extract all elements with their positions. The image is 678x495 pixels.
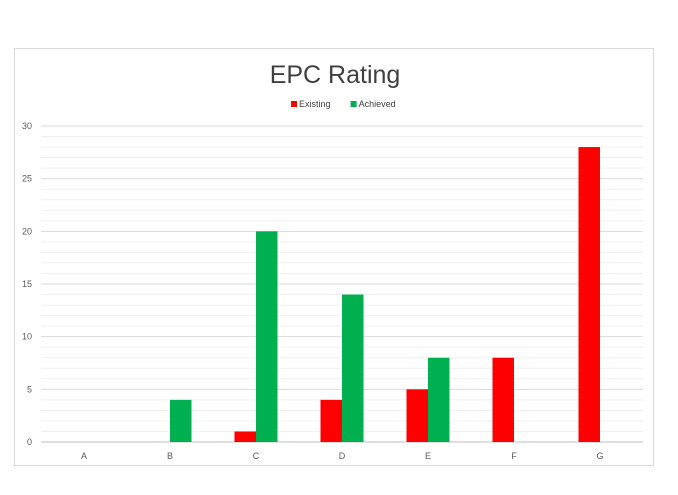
legend: Existing Achieved [291, 99, 396, 109]
y-tick-label: 30 [22, 121, 32, 131]
x-axis: A B C D E F G [81, 451, 604, 461]
x-tick-label: C [253, 451, 260, 461]
legend-swatch-achieved [350, 101, 357, 107]
x-tick-label: G [596, 451, 603, 461]
bar-existing-D [320, 399, 342, 442]
y-tick-label: 0 [27, 437, 32, 447]
bars [170, 147, 600, 443]
y-tick-label: 10 [22, 332, 32, 342]
bar-existing-E [406, 389, 428, 442]
x-tick-label: F [511, 451, 517, 461]
legend-swatch-existing [291, 101, 297, 107]
y-tick-label: 20 [22, 226, 32, 236]
bar-existing-C [234, 431, 256, 442]
legend-label-existing: Existing [299, 99, 331, 109]
y-tick-label: 25 [22, 174, 32, 184]
x-tick-label: D [339, 451, 346, 461]
x-tick-label: E [425, 451, 431, 461]
y-axis: 0 5 10 15 20 25 30 [22, 121, 32, 447]
bar-achieved-C [256, 231, 278, 442]
y-tick-label: 5 [27, 384, 32, 394]
chart-svg: EPC Rating Existing Achieved 0 5 10 15 20 25 30… [22, 61, 643, 461]
bar-achieved-E [428, 357, 450, 442]
chart-title: EPC Rating [270, 61, 401, 89]
x-tick-label: A [81, 451, 87, 461]
legend-label-achieved: Achieved [359, 99, 396, 109]
chart-area: EPC Rating Existing Achieved 0 5 10 15 20 25 30… [14, 48, 654, 466]
y-tick-label: 15 [22, 279, 32, 289]
bar-achieved-B [170, 399, 192, 442]
bar-existing-F [492, 357, 514, 442]
bar-achieved-D [342, 294, 364, 442]
x-tick-label: B [167, 451, 173, 461]
bar-existing-G [578, 147, 600, 443]
